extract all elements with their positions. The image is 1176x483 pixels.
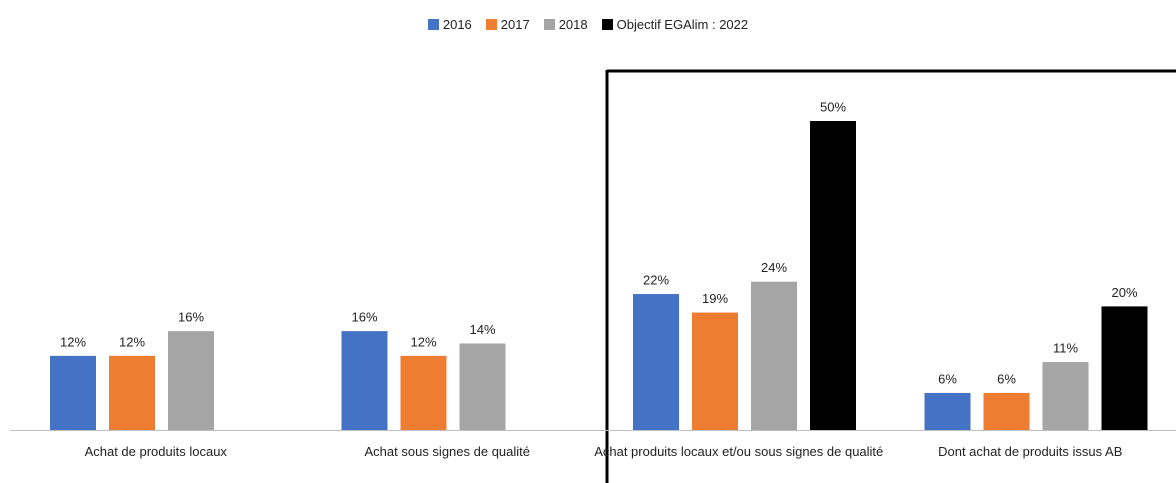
data-label: 12% [60, 334, 86, 349]
data-label: 24% [761, 260, 787, 275]
x-tick-label: Achat produits locaux et/ou sous signes … [594, 444, 884, 459]
legend-label: Objectif EGAlim : 2022 [616, 17, 749, 32]
data-label: 20% [1111, 285, 1137, 300]
bar [459, 343, 506, 430]
data-label: 6% [938, 371, 957, 386]
bar [50, 355, 96, 430]
bar [341, 331, 388, 430]
legend-label: 2018 [558, 17, 588, 32]
bar [751, 281, 797, 430]
bar [109, 355, 155, 430]
legend-label: 2017 [500, 17, 530, 32]
x-tick-label: Achat sous signes de qualité [364, 444, 531, 459]
data-label: 19% [702, 291, 728, 306]
bar [983, 392, 1030, 430]
bar [168, 331, 214, 430]
bar [1042, 362, 1089, 430]
bar [810, 121, 856, 430]
legend: 2016 2017 2018 Objectif EGAlim : 2022 [0, 17, 1176, 32]
data-label: 12% [410, 334, 436, 349]
x-tick-label: Achat de produits locaux [84, 444, 227, 459]
data-label: 50% [820, 99, 846, 114]
data-label: 12% [119, 334, 145, 349]
data-label: 6% [997, 371, 1016, 386]
legend-swatch [485, 19, 497, 30]
bar [633, 294, 679, 430]
bar [692, 312, 738, 430]
legend-item: 2018 [543, 17, 588, 32]
data-label: 22% [643, 272, 669, 287]
legend-label: 2016 [442, 17, 472, 32]
legend-swatch [543, 19, 555, 30]
legend-item: Objectif EGAlim : 2022 [601, 17, 749, 32]
data-label: 14% [469, 322, 495, 337]
bar [1101, 306, 1148, 430]
legend-item: 2017 [485, 17, 530, 32]
x-tick-label: Dont achat de produits issus AB [938, 444, 1123, 459]
bar [400, 355, 447, 430]
data-label: 16% [351, 310, 377, 325]
bar [924, 392, 971, 430]
legend-item: 2016 [427, 17, 472, 32]
legend-swatch [427, 19, 439, 30]
data-label: 11% [1053, 340, 1078, 355]
data-label: 16% [178, 310, 204, 325]
legend-swatch [601, 19, 613, 30]
